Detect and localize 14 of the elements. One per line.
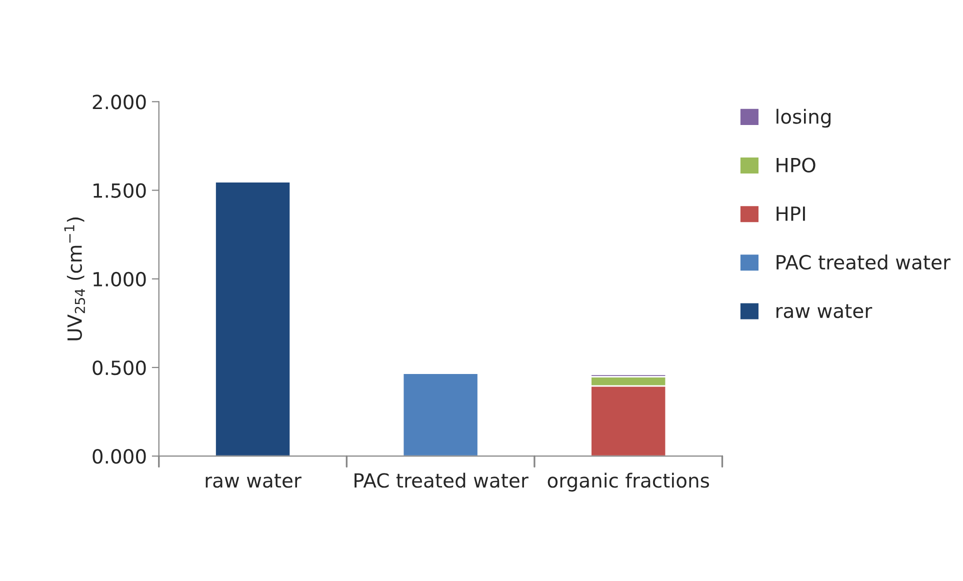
y-tick-label: 0.000 [92, 449, 146, 464]
x-tick-label: PAC treated water [354, 472, 528, 488]
x-tick-label: raw water [206, 474, 302, 488]
y-tick-label: 2.000 [92, 94, 146, 110]
legend-label: HPO [776, 158, 816, 172]
legend-label: HPI [776, 206, 805, 221]
y-tick-label: 1.500 [94, 183, 146, 198]
x-tick-label: organic fractions [548, 472, 710, 492]
y-axis-title: UV$_{254}$ (cm$^{−1}$) [64, 218, 86, 340]
legend-label: losing [776, 108, 830, 128]
legend-label: raw water [776, 304, 872, 318]
y-tick-label: 1.000 [94, 272, 146, 287]
y-tick-label: 0.500 [92, 360, 146, 376]
legend-label: PAC treated water [776, 254, 951, 270]
